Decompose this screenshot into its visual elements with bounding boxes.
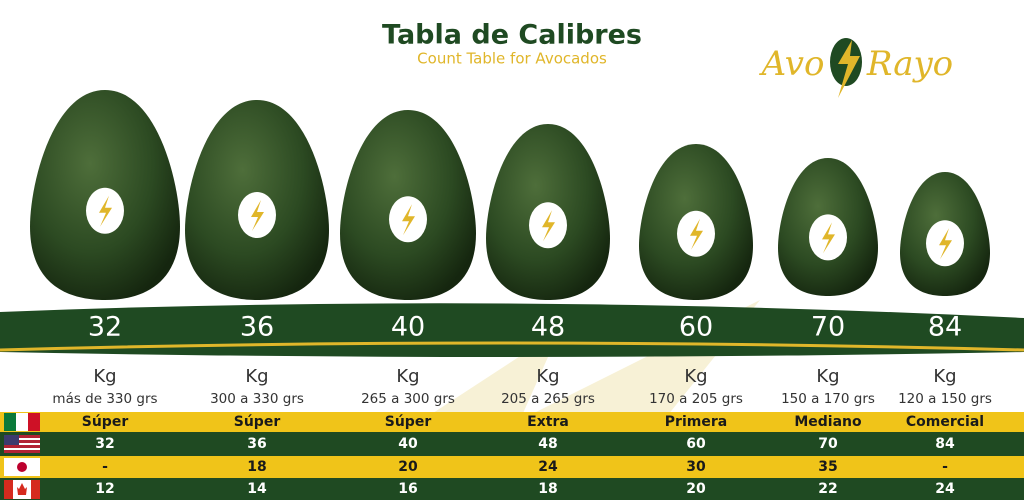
table-cell: Extra xyxy=(527,414,569,430)
count: 40 xyxy=(391,312,425,343)
logo-left: Avo xyxy=(759,44,825,84)
table-cell: Súper xyxy=(234,414,281,430)
weight: 170 a 205 grs xyxy=(649,391,743,407)
row-usa xyxy=(0,432,1024,456)
unit: Kg xyxy=(684,366,707,387)
weight: 300 a 330 grs xyxy=(210,391,304,407)
unit: Kg xyxy=(536,366,559,387)
logo-right: Rayo xyxy=(866,44,953,84)
row-japan xyxy=(0,456,1024,478)
table-cell: 20 xyxy=(686,481,706,497)
table-cell: 36 xyxy=(247,436,266,452)
weight: 150 a 170 grs xyxy=(781,391,875,407)
title: Tabla de Calibres xyxy=(382,20,642,51)
table-cell: 24 xyxy=(538,459,558,475)
table-cell: Primera xyxy=(665,414,727,430)
sticker-bolt xyxy=(251,200,264,231)
table-cell: Comercial xyxy=(906,414,984,430)
subtitle: Count Table for Avocados xyxy=(417,50,607,68)
table-cell: 60 xyxy=(686,436,706,452)
flag-mexico xyxy=(4,413,40,431)
flag-canada xyxy=(4,480,40,499)
band-stripe xyxy=(0,341,1024,352)
table-cell: 48 xyxy=(538,436,557,452)
sticker-bolt xyxy=(690,218,703,250)
count: 70 xyxy=(811,312,845,343)
count-band xyxy=(0,303,1024,357)
table-cell: 20 xyxy=(398,459,418,475)
table-cell: 35 xyxy=(818,459,837,475)
count: 48 xyxy=(531,312,565,343)
flag-usa xyxy=(4,435,40,453)
sticker-bolt xyxy=(99,195,112,227)
count: 84 xyxy=(928,312,962,343)
table-cell: 12 xyxy=(95,481,114,497)
sticker-bolt xyxy=(939,228,952,260)
unit: Kg xyxy=(816,366,839,387)
logo-bolt xyxy=(838,40,860,98)
sticker-bolt xyxy=(402,204,415,236)
unit: Kg xyxy=(396,366,419,387)
table-cell: 70 xyxy=(818,436,838,452)
weight: 265 a 300 grs xyxy=(361,391,455,407)
weight: 205 a 265 grs xyxy=(501,391,595,407)
table-cell: 16 xyxy=(398,481,417,497)
table-cell: 84 xyxy=(935,436,955,452)
table-cell: 32 xyxy=(95,436,114,452)
weight: 120 a 150 grs xyxy=(898,391,992,407)
weight: más de 330 grs xyxy=(52,391,157,407)
table-cell: Súper xyxy=(82,414,129,430)
table-cell: Mediano xyxy=(794,414,862,430)
sticker-bolt xyxy=(542,210,555,242)
count: 32 xyxy=(88,312,122,343)
count: 60 xyxy=(679,312,713,343)
table-cell: 22 xyxy=(818,481,837,497)
table-cell: 18 xyxy=(538,481,557,497)
unit: Kg xyxy=(93,366,116,387)
row-canada xyxy=(0,478,1024,500)
table-cell: 30 xyxy=(686,459,706,475)
table-cell: - xyxy=(102,459,108,475)
table-cell: Súper xyxy=(385,414,432,430)
table-cell: 14 xyxy=(247,481,267,497)
flag-japan xyxy=(4,458,40,476)
sticker-bolt xyxy=(822,222,835,254)
table-cell: 40 xyxy=(398,436,418,452)
row-mexico xyxy=(0,412,1024,432)
unit: Kg xyxy=(933,366,956,387)
table-cell: 24 xyxy=(935,481,955,497)
table-cell: 18 xyxy=(247,459,266,475)
table-cell: - xyxy=(942,459,948,475)
count: 36 xyxy=(240,312,274,343)
unit: Kg xyxy=(245,366,268,387)
